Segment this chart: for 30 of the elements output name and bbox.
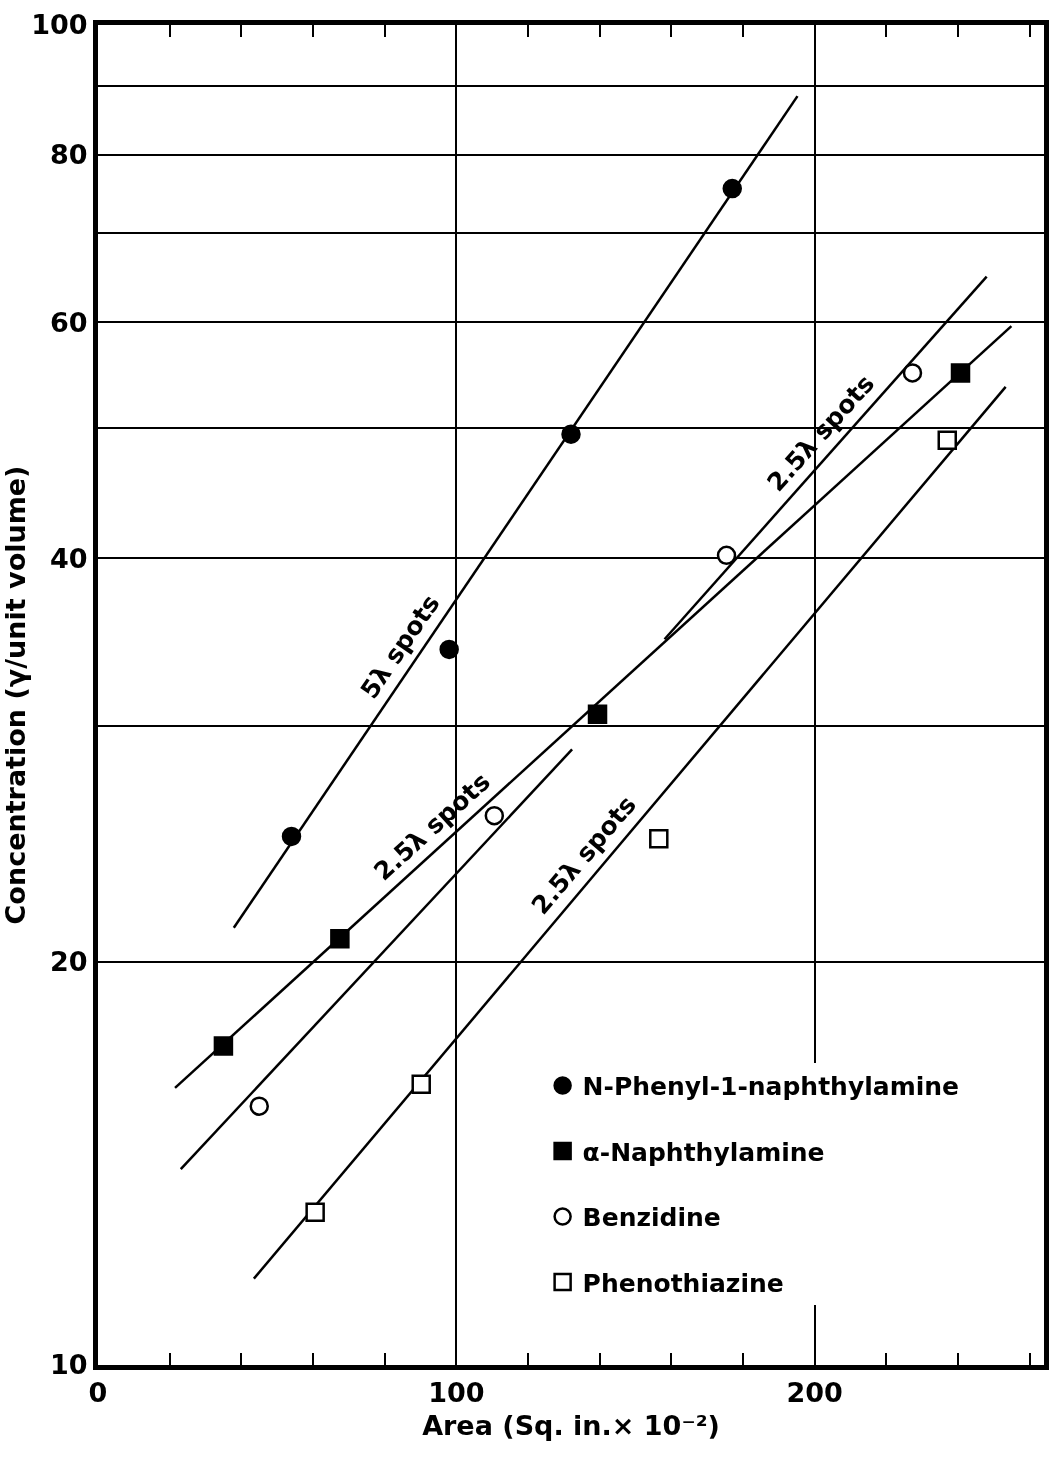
point	[305, 1202, 325, 1223]
y-tick-label: 20	[50, 946, 88, 978]
point	[411, 1074, 431, 1094]
point	[649, 829, 669, 849]
legend-label: α-Naphthylamine	[582, 1137, 825, 1167]
y-tick-label: 80	[50, 139, 88, 171]
x-tick-label: 0	[88, 1377, 108, 1409]
point	[902, 363, 923, 383]
legend-label: Benzidine	[582, 1203, 721, 1233]
y-tick-label: 60	[50, 306, 88, 338]
point	[281, 826, 302, 847]
y-tick-label: 40	[50, 542, 88, 574]
legend-label: Phenothiazine	[582, 1268, 784, 1298]
legend-label: N-Phenyl-1-naphthylamine	[582, 1072, 960, 1102]
point	[722, 178, 742, 199]
point	[950, 363, 971, 383]
point	[716, 545, 737, 566]
y-tick-label: 100	[31, 9, 88, 41]
point	[561, 424, 581, 444]
point	[330, 929, 350, 949]
point	[439, 639, 459, 660]
point	[213, 1036, 234, 1056]
point	[587, 704, 608, 724]
y-axis-title: Concentration (γ/unit volume)	[0, 465, 31, 925]
x-tick-label: 200	[786, 1377, 843, 1409]
point	[937, 430, 957, 450]
point	[249, 1096, 269, 1116]
x-tick-label: 100	[428, 1377, 485, 1409]
y-tick-label: 10	[50, 1349, 88, 1381]
x-axis-title: Area (Sq. in.× 10⁻²)	[422, 1409, 720, 1441]
